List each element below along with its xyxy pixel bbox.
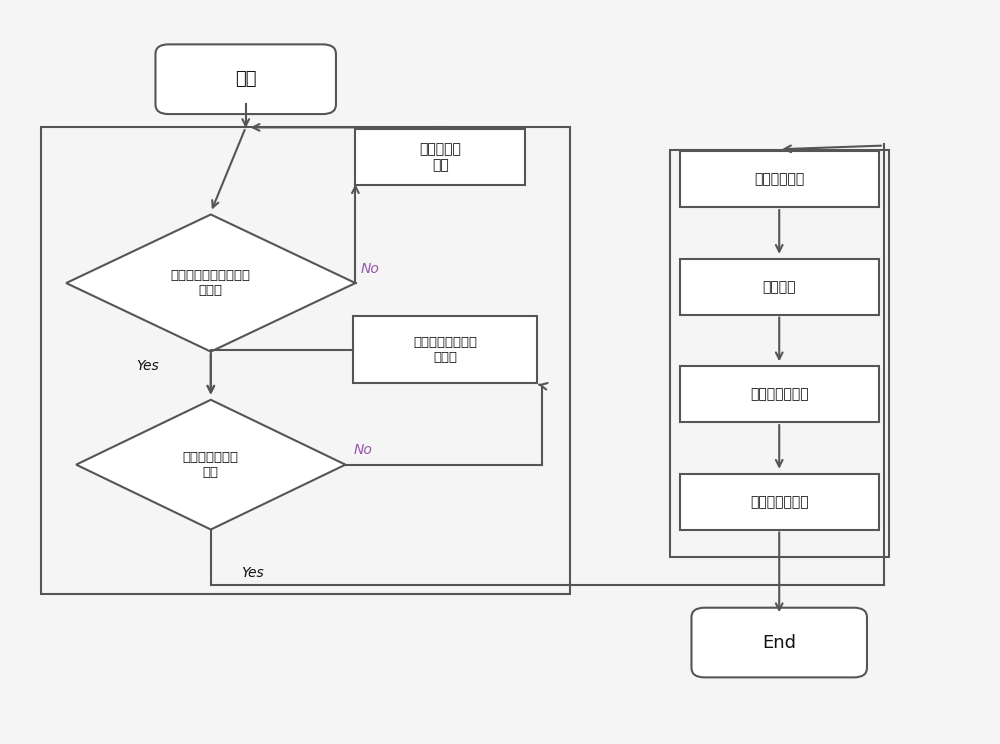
Bar — [680, 259, 879, 315]
Bar — [670, 150, 889, 557]
Polygon shape — [66, 214, 355, 352]
Text: 运行到原点位置: 运行到原点位置 — [750, 495, 809, 509]
Polygon shape — [76, 400, 345, 530]
Text: 快速进入水洗槽: 快速进入水洗槽 — [750, 387, 809, 401]
Bar — [680, 152, 879, 207]
Text: No: No — [353, 443, 372, 458]
Bar — [41, 127, 570, 594]
Text: 设置浸没位置及运
行速度: 设置浸没位置及运 行速度 — [413, 336, 477, 364]
FancyBboxPatch shape — [691, 608, 867, 677]
Text: End: End — [762, 634, 796, 652]
Text: 是否在上抛光片盒的原
点位置: 是否在上抛光片盒的原 点位置 — [171, 269, 251, 297]
Bar — [353, 316, 537, 383]
Bar — [680, 474, 879, 530]
Text: 是否为当前工艺
参数: 是否为当前工艺 参数 — [183, 451, 239, 478]
Text: 进入腐蚀酸槽: 进入腐蚀酸槽 — [754, 173, 804, 186]
Text: Yes: Yes — [241, 565, 263, 580]
Bar — [355, 129, 525, 185]
Text: 开始: 开始 — [235, 70, 256, 89]
Text: No: No — [360, 262, 379, 275]
Text: 运行到原点
位置: 运行到原点 位置 — [419, 142, 461, 172]
Bar — [680, 367, 879, 422]
Text: Yes: Yes — [136, 359, 159, 373]
FancyBboxPatch shape — [155, 45, 336, 114]
Text: 抛动腐蚀: 抛动腐蚀 — [762, 280, 796, 294]
